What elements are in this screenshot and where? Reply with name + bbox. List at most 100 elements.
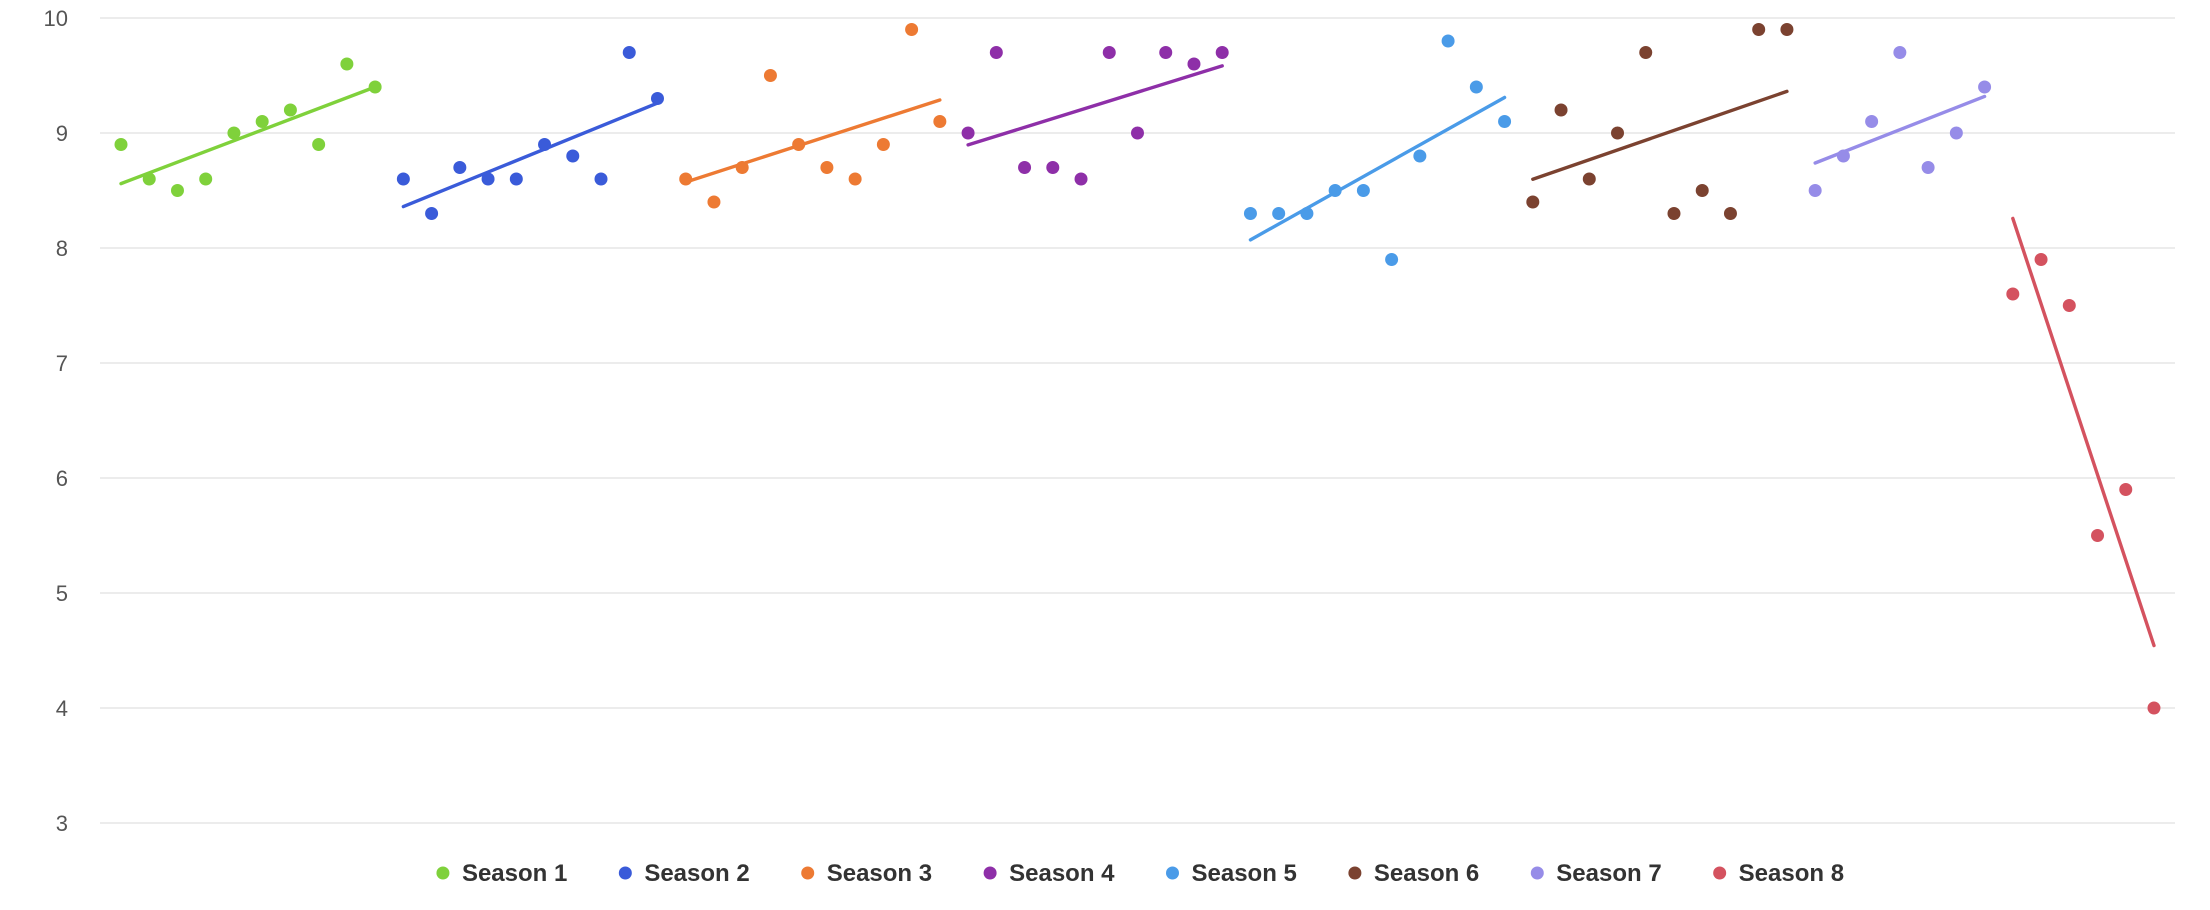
- y-tick-label: 8: [56, 236, 68, 261]
- data-point-season-8[interactable]: [2006, 287, 2020, 301]
- data-point-season-2[interactable]: [594, 172, 608, 186]
- legend: Season 1 Season 2 Season 3 Season 4 Season 5…: [436, 860, 1844, 887]
- data-point-season-2[interactable]: [566, 149, 580, 163]
- data-point-season-3[interactable]: [679, 172, 693, 186]
- trendline-season-4: [966, 64, 1224, 147]
- y-tick-label: 10: [44, 6, 68, 31]
- data-point-season-4[interactable]: [1187, 57, 1201, 71]
- data-point-season-7[interactable]: [1836, 149, 1850, 163]
- legend-marker: [983, 866, 997, 880]
- data-point-season-3[interactable]: [763, 69, 777, 82]
- data-point-season-2[interactable]: [538, 138, 552, 151]
- data-point-season-5[interactable]: [1385, 253, 1399, 266]
- data-point-season-4[interactable]: [1102, 46, 1116, 59]
- data-point-season-8[interactable]: [2119, 483, 2133, 496]
- data-point-season-7[interactable]: [1978, 80, 1992, 94]
- data-point-season-5[interactable]: [1272, 207, 1286, 220]
- trendline-season-6: [1531, 89, 1789, 181]
- data-point-season-3[interactable]: [905, 23, 919, 36]
- data-point-season-4[interactable]: [1131, 126, 1144, 140]
- data-point-season-2[interactable]: [453, 161, 467, 174]
- data-point-season-1[interactable]: [340, 57, 354, 71]
- data-point-season-6[interactable]: [1554, 103, 1568, 117]
- y-axis-tick-labels: 3 4 5 6 7 8 9 10: [44, 6, 68, 836]
- data-point-season-5[interactable]: [1328, 184, 1342, 197]
- data-point-season-5[interactable]: [1356, 184, 1370, 197]
- legend-marker: [1713, 866, 1727, 880]
- data-point-season-2[interactable]: [425, 207, 439, 220]
- data-point-season-7[interactable]: [1949, 126, 1963, 140]
- trendline-season-8: [2011, 216, 2156, 648]
- data-point-season-1[interactable]: [142, 172, 156, 186]
- legend-label: Season 6: [1374, 860, 1479, 887]
- y-tick-label: 3: [56, 811, 68, 836]
- data-point-season-5[interactable]: [1441, 34, 1455, 48]
- data-point-season-8[interactable]: [2034, 253, 2048, 266]
- data-point-season-5[interactable]: [1300, 207, 1314, 220]
- data-point-season-6[interactable]: [1582, 172, 1596, 186]
- data-point-season-6[interactable]: [1780, 23, 1794, 36]
- data-point-season-7[interactable]: [1808, 184, 1822, 197]
- data-point-season-4[interactable]: [1018, 161, 1032, 174]
- data-point-season-2[interactable]: [396, 172, 410, 186]
- data-point-season-7[interactable]: [1893, 46, 1907, 59]
- data-point-season-1[interactable]: [368, 80, 382, 94]
- legend-label: Season 7: [1556, 860, 1661, 887]
- legend-marker: [1530, 866, 1544, 880]
- data-point-season-3[interactable]: [735, 161, 749, 174]
- trendline-season-2: [401, 101, 660, 209]
- data-point-season-8[interactable]: [2147, 701, 2161, 715]
- data-point-season-1[interactable]: [312, 138, 326, 151]
- data-point-season-4[interactable]: [989, 46, 1003, 59]
- data-point-season-7[interactable]: [1865, 115, 1879, 128]
- data-point-season-3[interactable]: [848, 172, 862, 186]
- legend-item-season-3[interactable]: Season 3: [801, 860, 932, 887]
- legend-item-season-8[interactable]: Season 8: [1713, 860, 1844, 887]
- data-point-season-8[interactable]: [2062, 299, 2076, 312]
- data-point-season-6[interactable]: [1723, 207, 1737, 220]
- data-point-season-2[interactable]: [481, 172, 495, 186]
- data-point-season-1[interactable]: [283, 103, 297, 117]
- data-point-season-8[interactable]: [2091, 529, 2105, 542]
- legend-item-season-1[interactable]: Season 1: [436, 860, 567, 887]
- data-point-season-5[interactable]: [1469, 80, 1483, 94]
- data-point-season-3[interactable]: [820, 161, 834, 174]
- data-point-season-3[interactable]: [876, 138, 890, 151]
- data-point-season-2[interactable]: [622, 46, 636, 59]
- data-point-season-6[interactable]: [1639, 46, 1653, 59]
- data-point-season-6[interactable]: [1752, 23, 1766, 36]
- data-point-season-4[interactable]: [1074, 172, 1088, 186]
- legend-item-season-7[interactable]: Season 7: [1530, 860, 1662, 887]
- data-point-season-1[interactable]: [227, 126, 241, 140]
- data-point-season-6[interactable]: [1695, 184, 1709, 197]
- data-point-season-3[interactable]: [792, 138, 806, 151]
- data-point-season-5[interactable]: [1243, 207, 1257, 220]
- data-point-season-1[interactable]: [255, 115, 269, 128]
- legend-item-season-5[interactable]: Season 5: [1166, 860, 1297, 887]
- data-point-season-1[interactable]: [170, 184, 184, 197]
- data-point-season-4[interactable]: [961, 126, 975, 140]
- data-point-season-1[interactable]: [114, 138, 128, 151]
- legend-item-season-6[interactable]: Season 6: [1348, 860, 1479, 887]
- data-point-season-2[interactable]: [650, 92, 664, 105]
- data-point-season-4[interactable]: [1159, 46, 1173, 59]
- data-point-season-5[interactable]: [1413, 149, 1427, 163]
- legend-marker: [618, 866, 632, 880]
- data-point-season-1[interactable]: [199, 172, 213, 186]
- legend-item-season-4[interactable]: Season 4: [983, 860, 1116, 887]
- y-tick-label: 4: [56, 696, 68, 721]
- data-point-season-6[interactable]: [1526, 195, 1540, 209]
- data-point-season-6[interactable]: [1667, 207, 1681, 220]
- data-point-season-4[interactable]: [1215, 46, 1229, 59]
- legend-label: Season 2: [644, 860, 749, 887]
- data-point-season-4[interactable]: [1046, 161, 1060, 174]
- data-point-season-2[interactable]: [509, 172, 523, 186]
- data-point-season-7[interactable]: [1921, 161, 1935, 174]
- legend-item-season-2[interactable]: Season 2: [618, 860, 750, 887]
- data-point-season-5[interactable]: [1498, 115, 1512, 128]
- data-point-season-3[interactable]: [933, 115, 947, 128]
- data-point-season-6[interactable]: [1611, 126, 1625, 140]
- data-point-season-3[interactable]: [707, 195, 721, 209]
